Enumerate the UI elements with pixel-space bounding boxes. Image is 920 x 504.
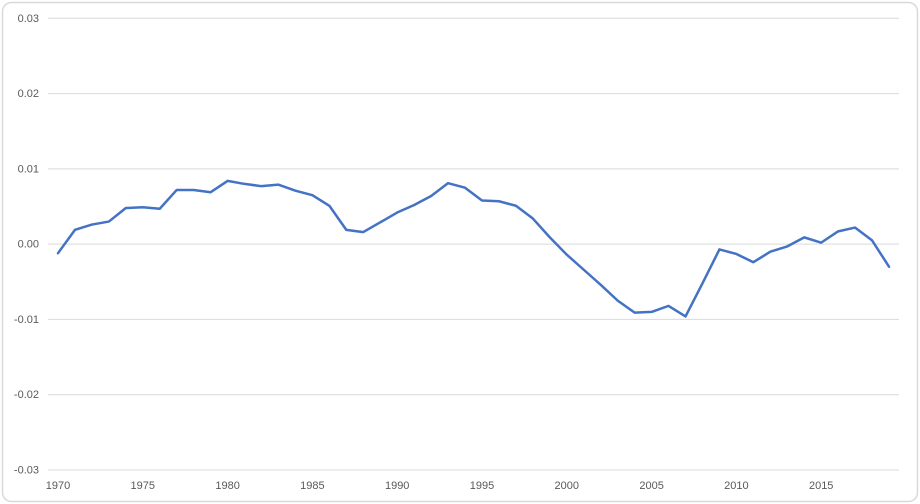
- x-tick-label: 2010: [724, 480, 748, 492]
- y-tick-label: 0.02: [18, 88, 39, 100]
- data-series: [56, 179, 891, 318]
- y-tick-label: -0.03: [14, 465, 39, 477]
- x-tick-label: 2015: [809, 480, 833, 492]
- y-tick-label: 0.01: [18, 163, 39, 175]
- x-tick-label: 2000: [555, 480, 579, 492]
- y-tick-label: 0.03: [18, 13, 39, 25]
- x-tick-label: 1990: [385, 480, 409, 492]
- y-axis-tick-labels: 0.03 0.02 0.01 0.00 -0.01 -0.02 -0.03: [14, 13, 39, 477]
- x-tick-label: 1980: [215, 480, 239, 492]
- y-tick-label: -0.02: [14, 389, 39, 401]
- x-tick-label: 1985: [300, 480, 324, 492]
- x-tick-label: 1970: [46, 480, 70, 492]
- gridlines: [48, 17, 899, 471]
- x-axis-tick-labels: 1970 1975 1980 1985 1990 1995 2000 2005 2010 2015: [46, 480, 834, 492]
- x-tick-label: 1975: [131, 480, 155, 492]
- x-tick-label: 2005: [639, 480, 663, 492]
- y-tick-label: 0.00: [18, 239, 39, 251]
- y-tick-label: -0.01: [14, 314, 39, 326]
- x-tick-label: 1995: [470, 480, 494, 492]
- data-series-line: [56, 179, 891, 318]
